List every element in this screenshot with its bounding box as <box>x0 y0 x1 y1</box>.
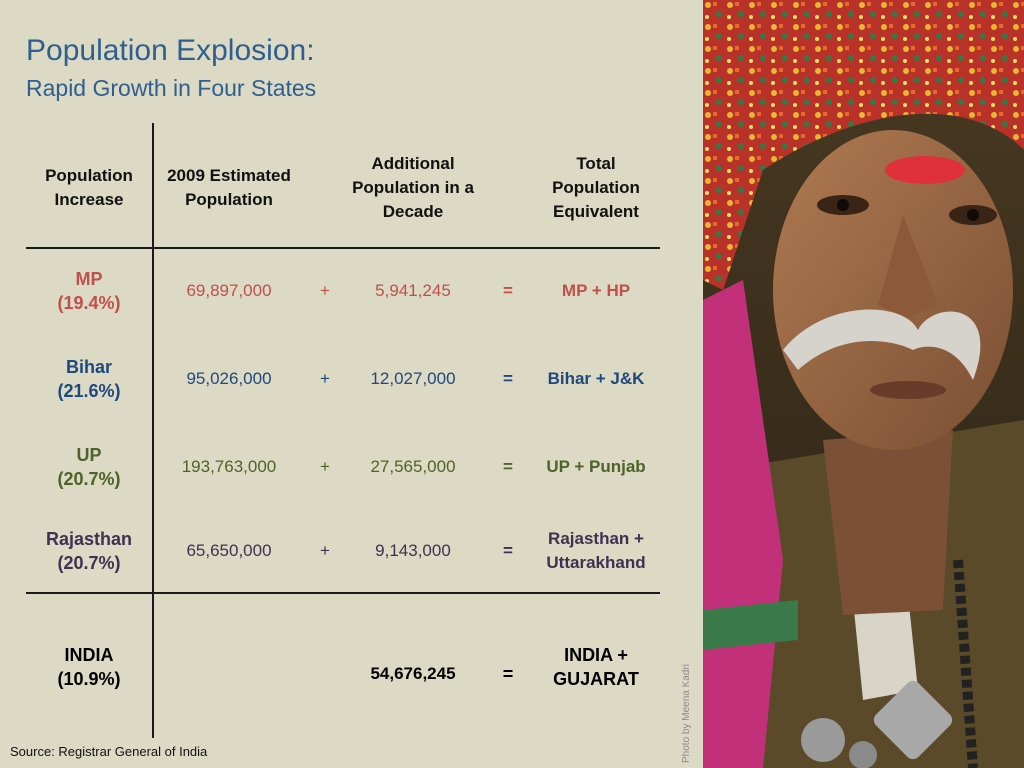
header-total-equivalent: Total Population Equivalent <box>552 154 640 221</box>
photo-credit: Photo by Meena Kadri <box>681 664 692 763</box>
total-equivalent: INDIA + GUJARAT <box>553 645 639 689</box>
row-equals: = <box>503 369 513 388</box>
total-additional: 54,676,245 <box>370 664 456 683</box>
row-plus: + <box>320 369 330 388</box>
row-additional: 27,565,000 <box>370 457 456 476</box>
source-note: Source: Registrar General of India <box>10 744 208 759</box>
total-equals: = <box>502 664 514 684</box>
row-state: MP (19.4%) <box>57 269 121 313</box>
row-plus: + <box>320 541 330 560</box>
row-population: 65,650,000 <box>186 541 272 560</box>
row-additional: 9,143,000 <box>375 541 451 560</box>
row-population: 69,897,000 <box>186 281 272 300</box>
row-equals: = <box>503 457 513 476</box>
total-state: INDIA (10.9%) <box>57 645 121 689</box>
row-plus: + <box>320 281 330 300</box>
table-divider-vertical-bottom <box>152 594 154 738</box>
row-state: Bihar (21.6%) <box>57 357 121 401</box>
row-state: UP (20.7%) <box>57 445 121 489</box>
row-additional: 5,941,245 <box>375 281 451 300</box>
header-estimated-population: 2009 Estimated Population <box>167 166 291 209</box>
row-plus: + <box>320 457 330 476</box>
row-population: 193,763,000 <box>181 457 277 476</box>
row-equals: = <box>503 541 513 560</box>
row-equals: = <box>503 281 513 300</box>
table-divider-vertical-top <box>152 123 154 247</box>
row-additional: 12,027,000 <box>370 369 456 388</box>
table-divider-header <box>26 247 660 249</box>
row-equivalent: UP + Punjab <box>546 457 646 476</box>
table-divider-vertical-middle <box>152 249 154 592</box>
slide-subtitle: Rapid Growth in Four States <box>26 75 317 101</box>
row-equivalent: Rajasthan + Uttarakhand <box>546 529 646 572</box>
portrait-photo <box>703 0 1024 768</box>
slide-title: Population Explosion: <box>26 34 315 67</box>
row-state: Rajasthan (20.7%) <box>45 529 133 573</box>
header-population-increase: Population Increase <box>45 166 133 209</box>
table-divider-total <box>26 592 660 594</box>
row-equivalent: Bihar + J&K <box>547 369 645 388</box>
header-additional-population: Additional Population in a Decade <box>352 154 474 221</box>
row-equivalent: MP + HP <box>561 281 631 300</box>
row-population: 95,026,000 <box>186 369 272 388</box>
